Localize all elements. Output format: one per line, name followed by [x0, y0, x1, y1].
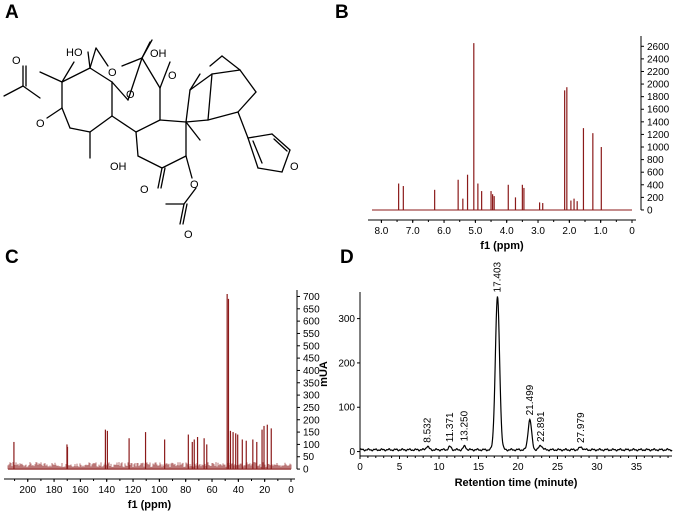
panel-label-a: A [5, 2, 19, 23]
structure-atom-label: O [140, 184, 149, 196]
y-tick-label: 300 [303, 391, 320, 402]
panel-label-c: C [5, 247, 19, 268]
y-tick-label: 150 [303, 428, 320, 439]
y-tick-label: 2600 [647, 42, 670, 53]
y-tick-label: 450 [303, 354, 320, 365]
y-tick-label: 500 [303, 341, 320, 352]
y-tick-label: 1200 [647, 130, 670, 141]
x-tick-label: 200 [19, 485, 36, 496]
y-tick-label: 350 [303, 378, 320, 389]
y-axis-title: mUA [318, 361, 330, 387]
structure-atom-label: HO [66, 47, 83, 59]
x-tick-label: 2.0 [562, 226, 576, 237]
y-tick-label: 50 [303, 452, 315, 463]
y-tick-label: 800 [647, 155, 664, 166]
y-tick-label: 1400 [647, 117, 670, 128]
y-tick-label: 0 [647, 205, 653, 216]
x-tick-label: 5.0 [468, 226, 482, 237]
x-tick-label: 20 [259, 485, 271, 496]
x-tick-label: 180 [46, 485, 63, 496]
x-tick-label: 20 [512, 462, 524, 473]
y-tick-label: 200 [303, 415, 320, 426]
x-tick-label: 120 [125, 485, 142, 496]
x-axis-title: f1 (ppm) [128, 499, 172, 511]
x-tick-label: 10 [433, 462, 445, 473]
y-tick-label: 100 [303, 440, 320, 451]
x-tick-label: 3.0 [531, 226, 545, 237]
structure-atom-label: O [190, 179, 199, 191]
x-tick-label: 25 [552, 462, 564, 473]
peak-label: 13.250 [460, 410, 471, 441]
peak-label: 11.371 [445, 412, 456, 442]
structure-atom-label: O [108, 67, 117, 79]
x-tick-label: 60 [206, 485, 218, 496]
x-tick-label: 40 [233, 485, 245, 496]
y-tick-label: 400 [303, 366, 320, 377]
x-tick-label: 140 [98, 485, 115, 496]
y-tick-label: 1800 [647, 92, 670, 103]
y-tick-label: 200 [647, 193, 664, 204]
y-tick-label: 600 [647, 168, 664, 179]
y-tick-label: 2000 [647, 80, 670, 91]
panel-label-b: B [335, 2, 349, 23]
y-tick-label: 300 [338, 314, 355, 325]
y-tick-label: 400 [647, 180, 664, 191]
x-tick-label: 7.0 [406, 226, 420, 237]
x-axis-title: Retention time (minute) [455, 477, 578, 489]
x-tick-label: 160 [72, 485, 89, 496]
x-tick-label: 1.0 [594, 226, 608, 237]
x-tick-label: 0 [357, 462, 363, 473]
y-tick-label: 250 [303, 403, 320, 414]
x-axis-title: f1 (ppm) [480, 240, 524, 252]
structure-atom-label: O [36, 118, 45, 130]
structure-atom-label: O [12, 55, 21, 67]
y-tick-label: 1600 [647, 105, 670, 116]
y-tick-label: 100 [338, 403, 355, 414]
x-tick-label: 0 [629, 226, 635, 237]
panel-label-d: D [340, 247, 354, 268]
y-tick-label: 2400 [647, 54, 670, 65]
structure-atom-label: O [290, 161, 299, 173]
y-tick-label: 600 [303, 317, 320, 328]
structure-atom-label: OH [110, 161, 127, 173]
chemical-structure: HO OH O O O O O O OH O O O [3, 39, 299, 241]
y-tick-label: 0 [349, 447, 355, 458]
structure-atom-label: O [126, 89, 135, 101]
peak-label: 21.499 [525, 384, 536, 415]
x-tick-label: 100 [151, 485, 168, 496]
peak-label: 27.979 [576, 412, 587, 443]
y-tick-label: 2200 [647, 67, 670, 78]
y-tick-label: 550 [303, 329, 320, 340]
x-tick-label: 6.0 [437, 226, 451, 237]
y-tick-label: 650 [303, 304, 320, 315]
x-tick-label: 5 [397, 462, 403, 473]
peak-label: 22.891 [536, 411, 547, 442]
y-tick-label: 0 [303, 465, 309, 476]
peak-label: 17.403 [492, 261, 503, 292]
x-tick-label: 0 [288, 485, 294, 496]
chromatogram-trace [359, 296, 673, 452]
x-tick-label: 35 [631, 462, 643, 473]
y-tick-label: 200 [338, 358, 355, 369]
peak-label: 8.532 [422, 417, 433, 442]
x-tick-label: 30 [591, 462, 603, 473]
y-tick-label: 700 [303, 292, 320, 303]
x-tick-label: 15 [473, 462, 485, 473]
structure-atom-label: O [168, 70, 177, 82]
x-tick-label: 80 [180, 485, 192, 496]
structure-atom-label: OH [150, 48, 167, 60]
y-tick-label: 1000 [647, 143, 670, 154]
x-tick-label: 8.0 [374, 226, 388, 237]
structure-atom-label: O [184, 229, 193, 241]
x-tick-label: 4.0 [500, 226, 514, 237]
